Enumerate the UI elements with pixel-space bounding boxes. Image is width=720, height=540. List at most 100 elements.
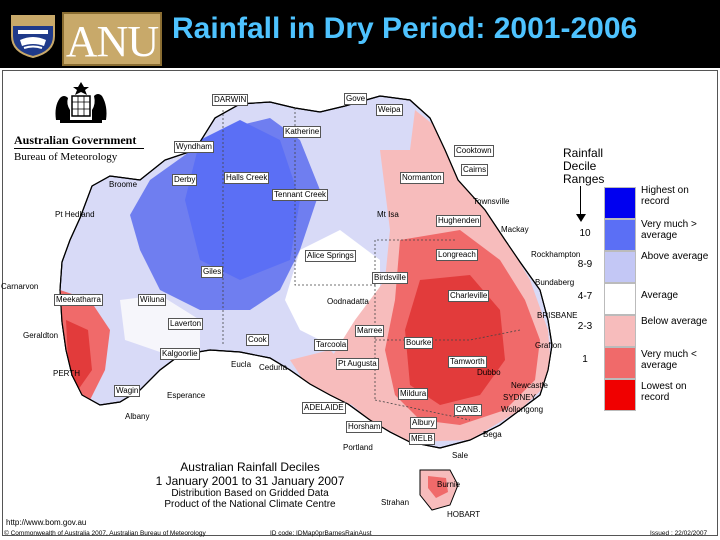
legend-decile-4-7: 4-7 xyxy=(577,291,593,302)
place-label-canb: CANB. xyxy=(454,404,483,416)
legend-label-very-much-above: Very much > average xyxy=(641,219,697,241)
rainfall-decile-map xyxy=(59,95,553,511)
university-crest-icon xyxy=(11,15,55,58)
place-label-meekatharra: Meekatharra xyxy=(54,294,103,306)
place-label-burnie: Burnie xyxy=(437,480,461,489)
place-label-cairns: Cairns xyxy=(461,164,489,176)
place-label-wollongong: Wollongong xyxy=(501,405,544,414)
place-label-wyndham: Wyndham xyxy=(174,141,214,153)
footer-copyright: © Commonwealth of Australia 2007, Austra… xyxy=(4,530,206,537)
map-caption: Australian Rainfall Deciles 1 January 20… xyxy=(140,460,360,510)
coat-of-arms-icon xyxy=(55,82,107,123)
place-label-giles: Giles xyxy=(201,266,224,278)
place-label-geraldton: Geraldton xyxy=(23,331,59,340)
place-label-birdsville: Birdsville xyxy=(372,272,409,284)
legend-decile-8-9: 8-9 xyxy=(577,259,593,270)
place-label-hughenden: Hughenden xyxy=(436,215,482,227)
legend-title: Rainfall Decile Ranges xyxy=(563,147,604,186)
place-label-newcastle: Newcastle xyxy=(511,381,548,390)
legend-decile-1: 1 xyxy=(582,354,588,365)
anu-logo-text: ANU xyxy=(65,17,159,66)
place-label-carnarvon: Carnarvon xyxy=(1,282,39,291)
place-label-esperance: Esperance xyxy=(167,391,206,400)
legend-swatch-lowest xyxy=(604,379,636,411)
legend-label-above: Above average xyxy=(641,251,709,262)
place-label-wiluna: Wiluna xyxy=(138,294,167,306)
agency-line1: Australian Government xyxy=(14,133,137,147)
place-label-darwin: DARWIN xyxy=(212,94,249,106)
place-label-charleville: Charleville xyxy=(448,290,490,302)
legend-arrow-line xyxy=(580,186,581,216)
legend-swatch-very-much-below xyxy=(604,347,636,379)
caption-line3: Distribution Based on Gridded Data xyxy=(171,488,329,499)
place-label-halls-creek: Halls Creek xyxy=(224,172,270,184)
place-label-townsville: Townsville xyxy=(473,197,510,206)
caption-heading: Australian Rainfall Deciles xyxy=(180,460,320,474)
legend-arrow-icon xyxy=(576,214,586,222)
legend-decile-2-3: 2-3 xyxy=(577,321,593,332)
place-label-ceduna: Ceduna xyxy=(259,363,288,372)
place-label-eucla: Eucla xyxy=(231,360,252,369)
place-label-katherine: Katherine xyxy=(283,126,322,138)
place-label-marree: Marree xyxy=(355,325,385,337)
place-label-broome: Broome xyxy=(109,180,138,189)
place-label-pt-hedland: Pt Hedland xyxy=(55,210,95,219)
place-label-bourke: Bourke xyxy=(404,337,434,349)
place-label-weipa: Weipa xyxy=(376,104,403,116)
caption-dates: 1 January 2001 to 31 January 2007 xyxy=(155,474,345,488)
place-label-albury: Albury xyxy=(410,417,437,429)
place-label-perth: PERTH xyxy=(53,369,80,378)
legend-label-highest: Highest on record xyxy=(641,185,689,207)
place-label-dubbo: Dubbo xyxy=(477,368,501,377)
place-label-mackay: Mackay xyxy=(501,225,529,234)
content-frame xyxy=(2,70,718,536)
place-label-adelaide: ADELAIDE xyxy=(302,402,346,414)
place-label-sydney: SYDNEY xyxy=(503,393,536,402)
place-label-brisbane: BRISBANE xyxy=(537,311,578,320)
place-label-cook: Cook xyxy=(246,334,269,346)
footer-id-code: ID code: IDMap0prBarnesRainAust xyxy=(270,530,372,537)
legend-label-average: Average xyxy=(641,290,679,301)
place-label-oodnadatta: Oodnadatta xyxy=(327,297,369,306)
place-label-kalgoorlie: Kalgoorlie xyxy=(160,348,200,360)
place-label-mildura: Mildura xyxy=(398,388,429,400)
place-label-bundaberg: Bundaberg xyxy=(535,278,575,287)
place-label-alice-springs: Alice Springs xyxy=(305,250,356,262)
footer: © Commonwealth of Australia 2007, Austra… xyxy=(0,530,720,540)
legend-title-line: Rainfall xyxy=(563,146,604,160)
legend-swatch-average xyxy=(604,283,636,315)
anu-logo: ANU xyxy=(62,12,162,66)
footer-issued: Issued : 22/02/2007 xyxy=(650,530,708,537)
place-label-albany: Albany xyxy=(125,412,150,421)
legend-swatch-highest xyxy=(604,187,636,219)
government-branding: Australian Government Bureau of Meteorol… xyxy=(14,80,144,163)
place-label-sale: Sale xyxy=(452,451,469,460)
place-label-tamworth: Tamworth xyxy=(448,356,487,368)
decile-regions xyxy=(60,110,552,442)
place-label-rockhampton: Rockhampton xyxy=(531,250,581,259)
legend-decile-10: 10 xyxy=(579,228,591,239)
place-label-cooktown: Cooktown xyxy=(454,145,494,157)
legend-title-line: Decile xyxy=(563,159,597,173)
source-url[interactable]: http://www.bom.gov.au xyxy=(6,518,87,527)
place-label-derby: Derby xyxy=(172,174,198,186)
legend-swatch-very-much-above xyxy=(604,219,636,251)
place-label-portland: Portland xyxy=(343,443,373,452)
place-label-mt-isa: Mt Isa xyxy=(377,210,399,219)
place-label-tennant-creek: Tennant Creek xyxy=(272,189,329,201)
place-label-bega: Bega xyxy=(483,430,502,439)
place-label-melb: MELB xyxy=(409,433,435,445)
legend-label-very-much-below: Very much < average xyxy=(641,349,697,371)
place-label-gove: Gove xyxy=(344,93,368,105)
place-label-wagin: Wagin xyxy=(114,385,141,397)
caption-line4: Product of the National Climate Centre xyxy=(164,499,336,510)
place-label-horsham: Horsham xyxy=(346,421,383,433)
header-bar: ANU Rainfall in Dry Period: 2001-2006 xyxy=(0,0,720,68)
place-label-pt-augusta: Pt Augusta xyxy=(336,358,379,370)
place-label-laverton: Laverton xyxy=(168,318,204,330)
legend-swatch-below xyxy=(604,315,636,347)
place-label-normanton: Normanton xyxy=(400,172,444,184)
place-label-strahan: Strahan xyxy=(381,498,410,507)
legend-label-lowest: Lowest on record xyxy=(641,381,687,403)
legend-swatch-above xyxy=(604,251,636,283)
